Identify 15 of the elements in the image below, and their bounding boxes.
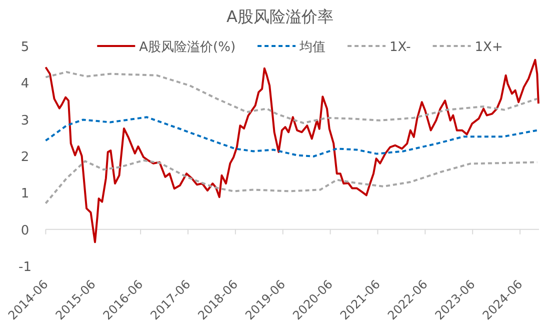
legend-label: 均值: [298, 40, 326, 55]
y-tick-label: 2: [20, 150, 30, 165]
legend-label: 1X-: [390, 40, 412, 55]
legend-label: 1X+: [474, 40, 503, 55]
line-series: [44, 116, 538, 158]
y-tick-label: 4: [20, 76, 30, 92]
chart-title: A股风险溢价率: [226, 7, 334, 26]
line-series: [44, 58, 540, 244]
y-tick-label: 0: [20, 223, 30, 238]
y-tick-label: -1: [18, 260, 32, 275]
y-tick-label: 1: [20, 186, 30, 202]
y-tick-label: 5: [20, 40, 30, 55]
legend-label: A股风险溢价(%): [139, 40, 236, 55]
line-series: [44, 71, 538, 124]
y-tick-label: 3: [20, 113, 30, 128]
